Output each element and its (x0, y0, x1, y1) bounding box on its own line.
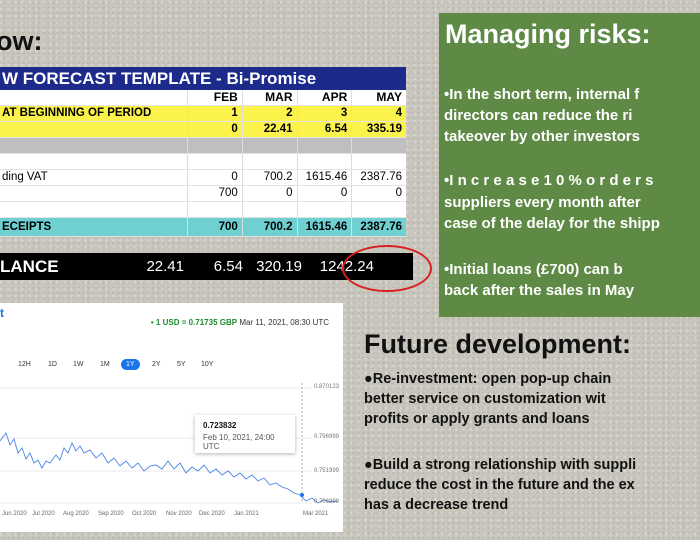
range-button-5y[interactable]: 5Y (177, 361, 186, 368)
cell: 2387.76 (351, 218, 406, 236)
range-button-1m[interactable]: 1M (100, 361, 110, 368)
risk-text-line: case of the delay for the shipp (444, 215, 660, 232)
cell: 335.19 (351, 122, 406, 137)
y-tick-label: 0.706999 (313, 499, 339, 505)
cell: 0 (187, 122, 242, 137)
rate-readout: • 1 USD = 0.71735 GBP Mar 11, 2021, 08:3… (151, 318, 329, 327)
cell: 700.2 (241, 218, 297, 236)
x-tick-label: Jun 2020 (2, 511, 27, 517)
total-receipts-row: ECEIPTS 700 700.2 1615.46 2387.76 (0, 218, 406, 237)
balance-value: 6.54 (213, 258, 243, 275)
future-text-line: profits or apply grants and loans (364, 411, 590, 427)
chart-title: t (0, 306, 4, 320)
x-tick-label: Mar 2021 (303, 511, 329, 517)
chart-tooltip: 0.723832 Feb 10, 2021, 24:00 UTC (195, 415, 295, 453)
cell: 2 (241, 106, 297, 121)
tooltip-value: 0.723832 (203, 421, 237, 430)
balance-value: 320.19 (256, 258, 302, 275)
y-tick-label: 0.796999 (313, 434, 339, 440)
future-text-line: ●Re-investment: open pop-up chain (364, 371, 612, 387)
range-button-1w[interactable]: 1W (73, 361, 84, 368)
future-text-line: ●Build a strong relationship with suppli (364, 457, 637, 473)
x-tick-label: Jan 2021 (234, 511, 259, 517)
cell: 0 (187, 170, 242, 185)
rate-prefix: • (150, 318, 154, 327)
risk-text-line: •I n c r e a s e 1 0 % o r d e r s (444, 172, 654, 189)
month-header: MAY (351, 90, 406, 105)
row-label (0, 122, 187, 137)
row-label: ECEIPTS (2, 221, 52, 233)
range-button-12h[interactable]: 12H (18, 361, 31, 368)
month-header: FEB (187, 90, 242, 105)
balance-label: LANCE (0, 256, 59, 276)
table-row (0, 202, 406, 218)
future-text-line: has a decrease trend (364, 497, 509, 513)
cell: 22.41 (241, 122, 297, 137)
cell: 0 (351, 186, 406, 201)
cell: 1 (187, 106, 242, 121)
table-row (0, 154, 406, 170)
cell: 2387.76 (351, 170, 406, 185)
highlight-circle (342, 245, 432, 292)
cell: 3 (296, 106, 352, 121)
month-header-row: FEB MAR APR MAY (0, 90, 406, 106)
cell: 700 (187, 218, 242, 236)
risk-text-line: suppliers every month after (444, 194, 641, 211)
risk-text-line: •In the short term, internal f (444, 86, 640, 103)
rate-value: 1 USD = 0.71735 GBP (155, 318, 238, 327)
cell: 1615.46 (296, 170, 352, 185)
month-header: APR (296, 90, 352, 105)
risk-text-line: directors can reduce the ri (444, 107, 633, 124)
risk-text-line: •Initial loans (£700) can b (444, 261, 623, 278)
table-row: 700 0 0 0 (0, 186, 406, 202)
x-tick-label: Sep 2020 (98, 511, 124, 517)
range-button-1y[interactable]: 1Y (121, 359, 140, 370)
balance-value: 22.41 (146, 258, 184, 275)
row-label: ding VAT (2, 171, 48, 183)
slide-title-fragment: ow: (0, 26, 43, 56)
x-tick-label: Nov 2020 (166, 511, 192, 517)
cell: 700.2 (241, 170, 297, 185)
future-text-line: better service on customization wit (364, 391, 606, 407)
table-row: AT BEGINNING OF PERIOD 1 2 3 4 (0, 106, 406, 122)
table-row: 0 22.41 6.54 335.19 (0, 122, 406, 138)
managing-risks-panel: Managing risks: •In the short term, inte… (439, 13, 700, 317)
cell: 1615.46 (296, 218, 352, 236)
range-button-10y[interactable]: 10Y (201, 361, 214, 368)
y-tick-label: 0.870123 (313, 384, 339, 390)
future-development-title: Future development: (364, 329, 632, 359)
range-button-1d[interactable]: 1D (48, 361, 57, 368)
month-header: MAR (241, 90, 297, 105)
y-tick-label: 0.751999 (313, 468, 339, 474)
risk-text-line: back after the sales in May (444, 282, 635, 299)
risks-title: Managing risks: (445, 19, 651, 49)
row-label: AT BEGINNING OF PERIOD (2, 107, 152, 119)
cell: 700 (187, 186, 242, 201)
row-label (0, 186, 187, 201)
risk-text-line: takeover by other investors (444, 128, 640, 145)
exchange-rate-chart: t • 1 USD = 0.71735 GBP Mar 11, 2021, 08… (0, 303, 343, 532)
x-tick-label: Oct 2020 (132, 511, 157, 517)
rate-time: Mar 11, 2021, 08:30 UTC (239, 318, 329, 327)
future-text-line: reduce the cost in the future and the ex (364, 477, 635, 493)
cell: 6.54 (296, 122, 352, 137)
x-tick-label: Dec 2020 (199, 511, 225, 517)
tooltip-date: Feb 10, 2021, 24:00 UTC (203, 433, 275, 451)
range-button-2y[interactable]: 2Y (152, 361, 161, 368)
x-tick-label: Jul 2020 (32, 511, 55, 517)
cell: 0 (296, 186, 352, 201)
table-row: ding VAT 0 700.2 1615.46 2387.76 (0, 170, 406, 186)
cash-flow-forecast-table: W FORECAST TEMPLATE - Bi-Promise FEB MAR… (0, 67, 406, 237)
x-tick-label: Aug 2020 (63, 511, 89, 517)
forecast-title: W FORECAST TEMPLATE - Bi-Promise (0, 67, 406, 90)
table-row (0, 138, 406, 154)
cell: 0 (241, 186, 297, 201)
cell: 4 (351, 106, 406, 121)
